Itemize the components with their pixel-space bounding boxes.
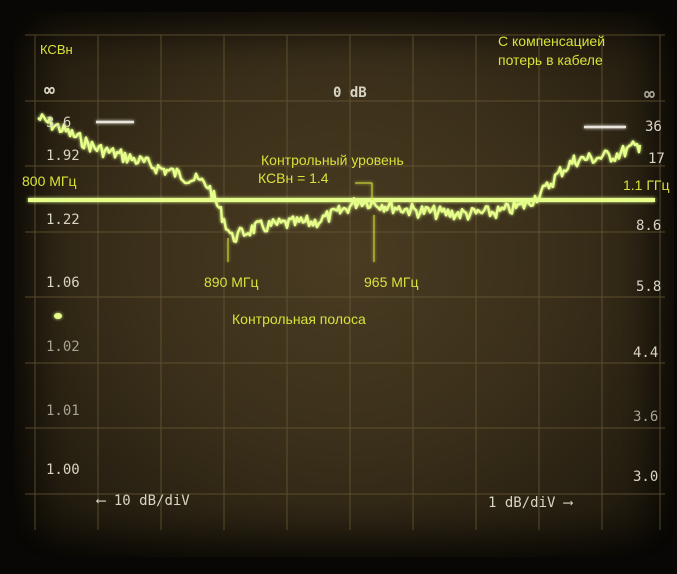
left-tick: 1.22 <box>46 212 80 228</box>
end-frequency-label: 1.1 ГГц <box>623 177 670 193</box>
left-division-text: 10 dB/diV <box>113 493 190 509</box>
crt-screen <box>14 12 674 557</box>
right-tick: 5.8 <box>636 279 662 295</box>
left-tick: 1.00 <box>46 462 80 478</box>
right-tick: ∞ <box>644 84 655 105</box>
left-tick: ∞ <box>44 80 55 101</box>
right-tick: 36 <box>645 119 662 135</box>
reference-level-label: 0 dB <box>333 85 367 101</box>
right-tick: 3.6 <box>633 409 659 425</box>
left-arrow-icon: ⟵ <box>97 493 106 509</box>
left-tick: 1.92 <box>46 148 80 164</box>
right-tick: 8.6 <box>636 218 662 234</box>
right-division-label: 1 dB/diV ⟶ <box>488 496 572 510</box>
left-division-label: ⟵ 10 dB/diV <box>97 494 190 508</box>
graticule <box>25 34 665 530</box>
control-swr-value: КСВн = 1.4 <box>258 170 329 186</box>
left-scale-title: КСВн <box>40 42 73 57</box>
control-band-label: Контрольная полоса <box>232 311 366 327</box>
control-level-label: Контрольный уровень <box>261 152 404 168</box>
left-tick: 1.06 <box>46 275 80 291</box>
start-frequency-label: 800 МГц <box>22 173 77 189</box>
glowing-marks <box>28 113 655 319</box>
cable-note-line: С компенсацией <box>498 33 606 49</box>
left-tick: 3.6 <box>46 115 72 131</box>
band-high-frequency-label: 965 МГц <box>364 274 419 290</box>
right-arrow-icon: ⟶ <box>563 495 573 511</box>
right-division-text: 1 dB/diV <box>488 495 556 511</box>
left-tick: 1.01 <box>46 403 80 419</box>
left-tick: 1.02 <box>46 339 80 355</box>
trace-dot <box>54 313 62 319</box>
swr-trace <box>37 113 642 244</box>
right-tick: 17 <box>648 151 665 167</box>
band-low-frequency-label: 890 МГц <box>204 274 259 290</box>
cable-note-line: потерь в кабеле <box>498 52 603 68</box>
right-tick: 3.0 <box>633 469 659 485</box>
right-tick: 4.4 <box>633 345 659 361</box>
